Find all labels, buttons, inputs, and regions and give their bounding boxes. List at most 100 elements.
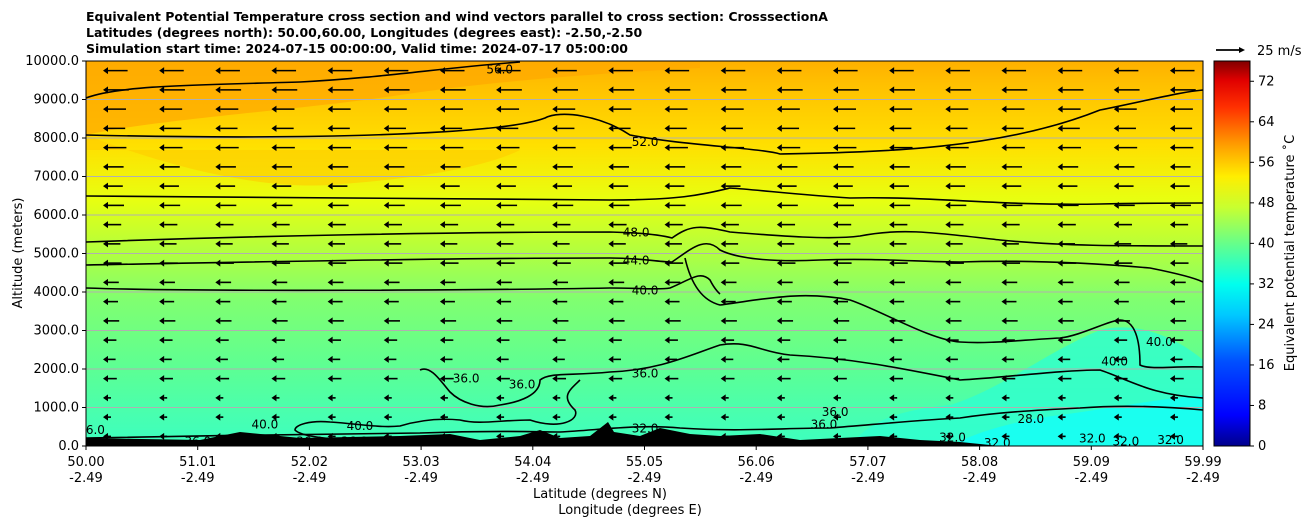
wind-arrow xyxy=(1001,413,1010,421)
wind-arrow xyxy=(1169,144,1194,152)
wind-arrow xyxy=(608,375,623,383)
x-tick-label-lat: 54.04 xyxy=(514,455,551,470)
wind-arrow xyxy=(496,105,520,113)
contour-label: 36.0 xyxy=(341,434,368,448)
wind-arrow xyxy=(439,336,454,344)
colorbar xyxy=(1214,61,1250,446)
wind-arrow xyxy=(103,298,118,306)
wind-arrow xyxy=(664,298,680,306)
wind-arrow xyxy=(1001,375,1016,383)
wind-arrow xyxy=(496,278,512,286)
wind-arrow xyxy=(552,298,568,306)
wind-arrow xyxy=(1001,298,1017,306)
wind-arrow xyxy=(439,144,464,152)
x-tick-label-lat: 59.09 xyxy=(1073,455,1110,470)
wind-arrow xyxy=(383,105,407,113)
wind-arrow xyxy=(720,432,729,440)
upper-warm-lobe xyxy=(86,135,520,186)
wind-arrow xyxy=(159,259,178,267)
wind-arrow xyxy=(271,355,285,363)
wind-arrow xyxy=(383,144,408,152)
wind-arrow xyxy=(776,336,791,344)
contour-label: 36.0 xyxy=(822,405,849,419)
wind-arrow xyxy=(1057,124,1080,132)
wind-arrow xyxy=(889,432,898,440)
wind-arrow xyxy=(552,201,574,209)
y-tick-label: 8000.0 xyxy=(34,131,80,146)
wind-arrow xyxy=(664,67,690,75)
wind-arrow xyxy=(776,182,797,190)
wind-arrow xyxy=(1113,432,1122,440)
contour-label: 32.0 xyxy=(632,421,659,435)
wind-arrow xyxy=(327,163,349,171)
wind-arrow xyxy=(945,144,969,152)
wind-arrow xyxy=(833,86,859,94)
wind-arrow xyxy=(720,394,729,402)
x-tick-label-lon: -2.49 xyxy=(1074,471,1108,486)
wind-arrow xyxy=(215,67,240,75)
x-tick-label-lon: -2.49 xyxy=(963,471,997,486)
wind-arrow xyxy=(103,163,124,171)
wind-arrow xyxy=(776,124,800,132)
wind-arrow xyxy=(1057,336,1072,344)
wind-arrow xyxy=(945,413,954,421)
wind-arrow xyxy=(945,432,954,440)
wind-arrow xyxy=(776,163,798,171)
wind-arrow xyxy=(439,413,448,421)
wind-arrow xyxy=(833,278,849,286)
wind-arrow xyxy=(496,124,519,132)
wind-arrow xyxy=(1001,355,1015,363)
wind-arrow xyxy=(608,278,625,286)
contour-label: 36.0 xyxy=(632,367,659,381)
wind-arrow xyxy=(327,432,336,440)
wind-arrow xyxy=(552,67,577,75)
wind-arrow xyxy=(271,163,293,171)
wind-arrow xyxy=(664,375,679,383)
wind-arrow xyxy=(103,278,119,286)
wind-arrow xyxy=(1057,317,1074,325)
wind-arrow xyxy=(1057,432,1066,440)
wind-arrow xyxy=(383,221,402,229)
wind-vectors xyxy=(103,67,1196,440)
wind-arrow xyxy=(720,240,739,248)
wind-arrow xyxy=(720,336,735,344)
wind-arrow xyxy=(159,355,172,363)
wind-arrow xyxy=(664,394,673,402)
wind-arrow xyxy=(159,144,183,152)
wind-arrow xyxy=(776,317,794,325)
wind-arrow xyxy=(159,105,183,113)
wind-arrow xyxy=(383,375,398,383)
wind-arrow xyxy=(327,355,341,363)
wind-arrow xyxy=(271,144,295,152)
wind-arrow xyxy=(833,144,857,152)
wind-arrow xyxy=(1057,67,1083,75)
wind-arrow xyxy=(496,86,522,94)
wind-arrow xyxy=(945,375,960,383)
wind-arrow xyxy=(383,182,404,190)
wind-arrow xyxy=(1169,432,1178,440)
wind-arrow xyxy=(327,298,343,306)
wind-arrow xyxy=(889,221,908,229)
wind-arrow xyxy=(496,298,512,306)
wind-arrow xyxy=(1113,163,1135,171)
wind-arrow xyxy=(215,221,234,229)
wind-arrow xyxy=(496,163,517,171)
wind-arrow xyxy=(1169,201,1191,209)
wind-arrow xyxy=(1113,298,1129,306)
wind-arrow xyxy=(776,221,796,229)
wind-arrow xyxy=(552,124,575,132)
wind-arrow xyxy=(1057,298,1073,306)
wind-arrow xyxy=(271,278,288,286)
wind-arrow xyxy=(664,317,681,325)
y-tick-label: 0.0 xyxy=(58,439,79,454)
wind-arrow xyxy=(889,394,898,402)
wind-arrow xyxy=(327,105,351,113)
wind-arrow xyxy=(1113,259,1133,267)
wind-arrow xyxy=(1169,278,1186,286)
colorbar-tick-label: 32 xyxy=(1258,277,1275,292)
wind-arrow xyxy=(720,317,737,325)
colorbar-label: Equivalent potential temperature ˚C xyxy=(1282,135,1298,371)
wind-arrow xyxy=(776,240,795,248)
colorbar-tick-label: 8 xyxy=(1258,398,1266,413)
contour-label: 36.0 xyxy=(296,434,323,448)
